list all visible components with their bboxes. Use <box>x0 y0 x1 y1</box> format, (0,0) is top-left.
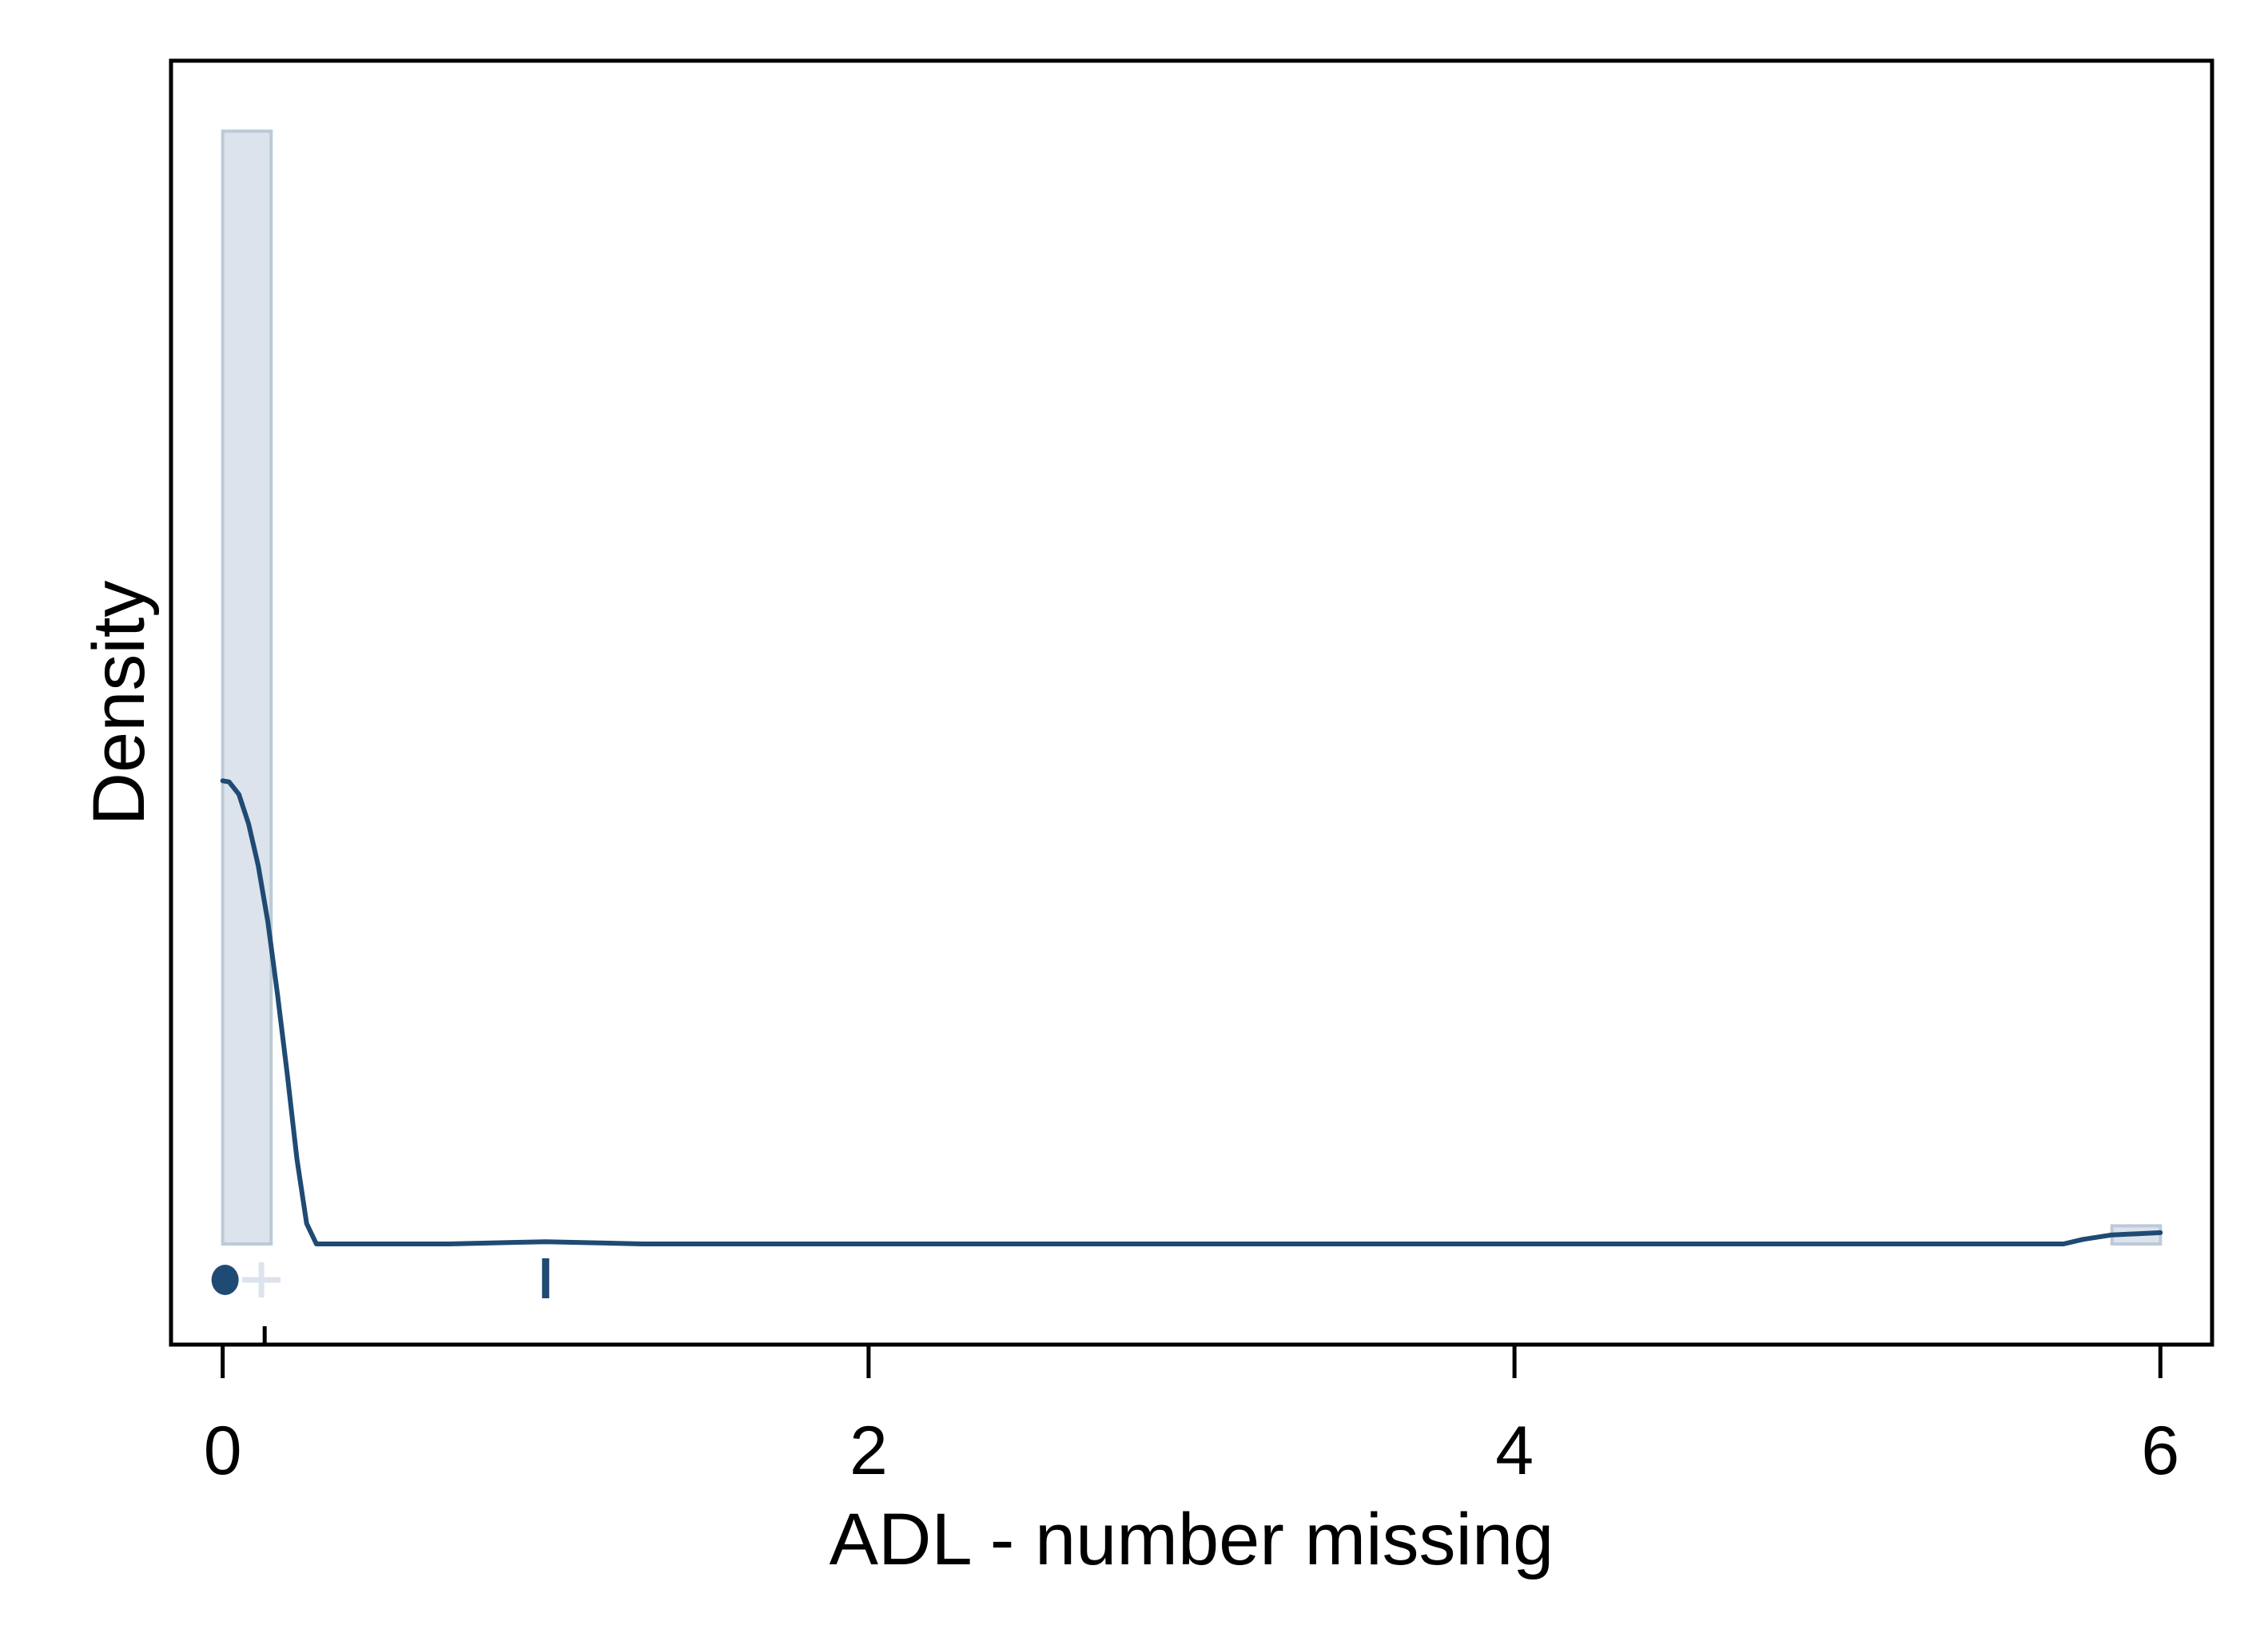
x-axis: 0 2 4 6 <box>204 1345 2179 1489</box>
plot-frame <box>169 58 2214 1347</box>
density-curve-layer <box>220 778 2163 1246</box>
marker-layer <box>211 1258 550 1345</box>
marker-plus <box>242 1262 281 1297</box>
marker-dot <box>211 1265 239 1295</box>
x-tick-label-4: 4 <box>1495 1413 1534 1489</box>
y-axis-title: Density <box>78 581 160 826</box>
x-tick-label-0: 0 <box>204 1413 242 1489</box>
histogram-layer <box>221 129 2163 1246</box>
x-tick-label-2: 2 <box>850 1413 888 1489</box>
histogram-bar-0 <box>221 129 273 1246</box>
x-axis-title: ADL - number missing <box>830 1499 1554 1580</box>
x-tick-label-6: 6 <box>2141 1413 2179 1489</box>
density-curve-line <box>220 778 2163 1246</box>
